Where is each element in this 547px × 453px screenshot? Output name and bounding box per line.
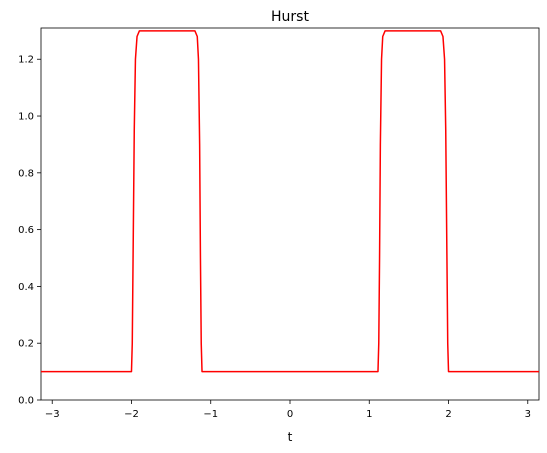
series-line-0 <box>41 30 539 373</box>
y-tick-label: 0.0 <box>18 396 34 407</box>
x-axis-label: t <box>288 430 293 444</box>
x-tick-label: 1 <box>366 409 372 420</box>
series-layer <box>41 30 539 373</box>
x-tick-label: 3 <box>525 409 531 420</box>
y-tick-label: 0.4 <box>18 282 34 293</box>
y-tick-label: 1.2 <box>18 55 34 66</box>
plot-area-frame <box>40 27 540 401</box>
x-tick-label: −2 <box>124 409 139 420</box>
y-tick-label: 0.2 <box>18 339 34 350</box>
y-tick-label: 0.8 <box>18 168 34 179</box>
x-tick-label: 2 <box>445 409 451 420</box>
y-tick-label: 1.0 <box>18 112 34 123</box>
y-tick-label: 0.6 <box>18 225 34 236</box>
x-axis: −3 −2 −1 0 1 2 3 <box>45 400 531 420</box>
x-tick-label: 0 <box>287 409 293 420</box>
y-axis: 0.0 0.2 0.4 0.6 0.8 1.0 1.2 <box>18 55 41 407</box>
x-tick-label: −1 <box>203 409 218 420</box>
chart-title: Hurst <box>271 9 309 25</box>
x-tick-label: −3 <box>45 409 60 420</box>
